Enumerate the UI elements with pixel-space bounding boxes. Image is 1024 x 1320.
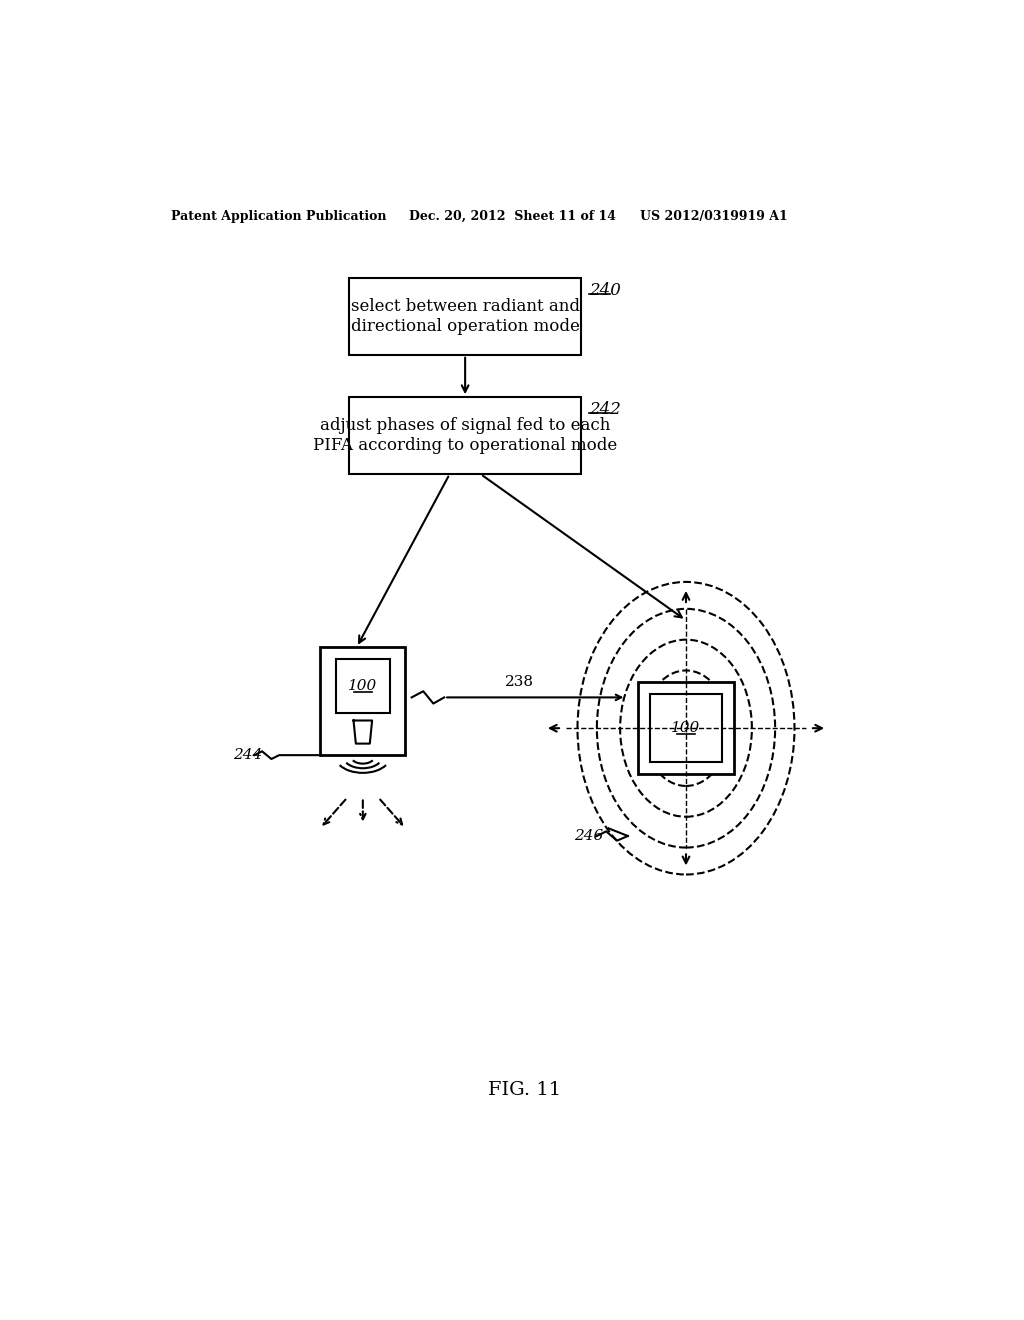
- Text: 246: 246: [573, 829, 603, 843]
- Text: 244: 244: [232, 748, 262, 762]
- Bar: [349, 277, 582, 355]
- Text: adjust phases of signal fed to each
PIFA according to operational mode: adjust phases of signal fed to each PIFA…: [313, 417, 617, 454]
- Text: FIG. 11: FIG. 11: [488, 1081, 561, 1100]
- Bar: [638, 682, 734, 775]
- Text: 242: 242: [589, 401, 621, 418]
- Text: Dec. 20, 2012  Sheet 11 of 14: Dec. 20, 2012 Sheet 11 of 14: [409, 210, 615, 223]
- Text: 100: 100: [348, 678, 378, 693]
- Text: Patent Application Publication: Patent Application Publication: [171, 210, 386, 223]
- Text: US 2012/0319919 A1: US 2012/0319919 A1: [640, 210, 787, 223]
- Bar: [321, 647, 406, 755]
- Bar: [650, 694, 722, 762]
- Text: 238: 238: [505, 675, 534, 689]
- Text: 100: 100: [672, 721, 700, 735]
- Text: select between radiant and
directional operation mode: select between radiant and directional o…: [350, 298, 580, 334]
- Bar: [336, 659, 390, 713]
- Text: 240: 240: [589, 281, 621, 298]
- Bar: [349, 397, 582, 474]
